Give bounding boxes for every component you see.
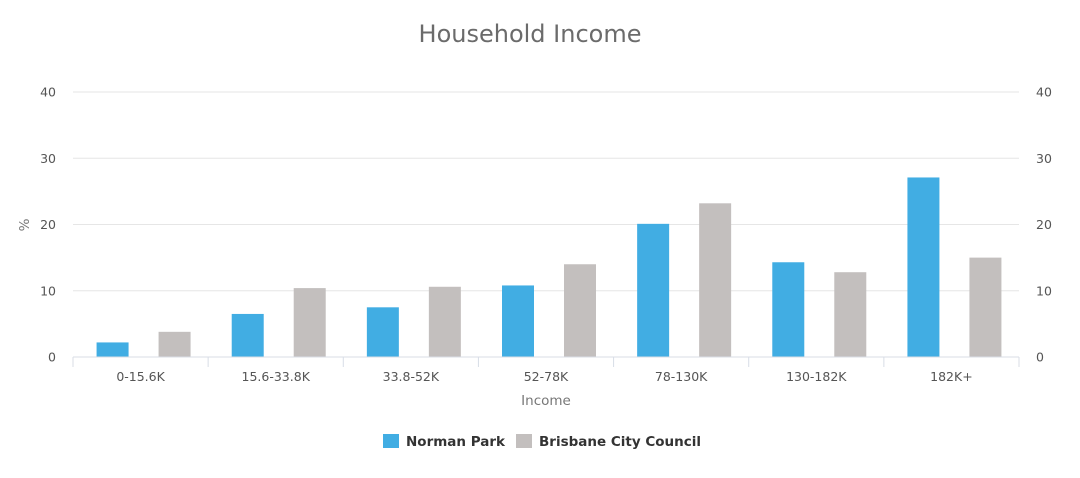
y-tick-label-right: 30 <box>1036 151 1052 166</box>
x-tick-label: 15.6-33.8K <box>242 369 311 384</box>
y-tick-label-right: 40 <box>1036 85 1052 100</box>
bar-norman-park[interactable] <box>772 262 805 357</box>
legend-label[interactable]: Brisbane City Council <box>539 434 701 450</box>
y-tick-label-right: 0 <box>1036 350 1044 365</box>
y-tick-label-left: 0 <box>48 350 56 365</box>
x-tick-label: 78-130K <box>655 369 708 384</box>
bar-norman-park[interactable] <box>907 177 940 357</box>
y-tick-label-right: 10 <box>1036 283 1052 298</box>
y-tick-label-right: 20 <box>1036 217 1052 232</box>
x-tick-label: 0-15.6K <box>116 369 165 384</box>
y-tick-label-left: 20 <box>40 217 56 232</box>
bar-brisbane-city-council[interactable] <box>969 257 1002 357</box>
legend-swatch[interactable] <box>516 434 532 448</box>
axes: 0 0 10 10 20 20 30 30 40 40 0-15.6K 15.6-33.8K 33.8-… <box>40 85 1052 385</box>
x-tick-label: 182K+ <box>930 369 973 384</box>
legend: Norman Park Brisbane City Council <box>383 434 701 450</box>
bar-brisbane-city-council[interactable] <box>699 203 732 357</box>
gridlines <box>73 91 1019 292</box>
x-axis-label: Income <box>521 393 571 409</box>
bar-norman-park[interactable] <box>231 313 264 357</box>
bar-brisbane-city-council[interactable] <box>293 288 326 357</box>
bar-brisbane-city-council[interactable] <box>158 331 191 357</box>
y-tick-label-left: 40 <box>40 85 56 100</box>
y-tick-label-left: 10 <box>40 283 56 298</box>
chart-title: Household Income <box>419 20 642 48</box>
legend-swatch[interactable] <box>383 434 399 448</box>
legend-label[interactable]: Norman Park <box>406 434 506 450</box>
y-tick-label-left: 30 <box>40 151 56 166</box>
bars <box>96 177 1002 357</box>
bar-brisbane-city-council[interactable] <box>428 286 461 357</box>
y-axis-label: % <box>17 218 33 231</box>
x-tick-label: 52-78K <box>524 369 569 384</box>
bar-brisbane-city-council[interactable] <box>834 272 867 357</box>
bar-norman-park[interactable] <box>637 223 670 357</box>
bar-brisbane-city-council[interactable] <box>564 264 596 357</box>
bar-norman-park[interactable] <box>502 285 534 357</box>
x-tick-label: 130-182K <box>786 369 847 384</box>
bar-norman-park[interactable] <box>96 342 129 357</box>
x-tick-label: 33.8-52K <box>383 369 440 384</box>
bar-norman-park[interactable] <box>366 307 399 357</box>
